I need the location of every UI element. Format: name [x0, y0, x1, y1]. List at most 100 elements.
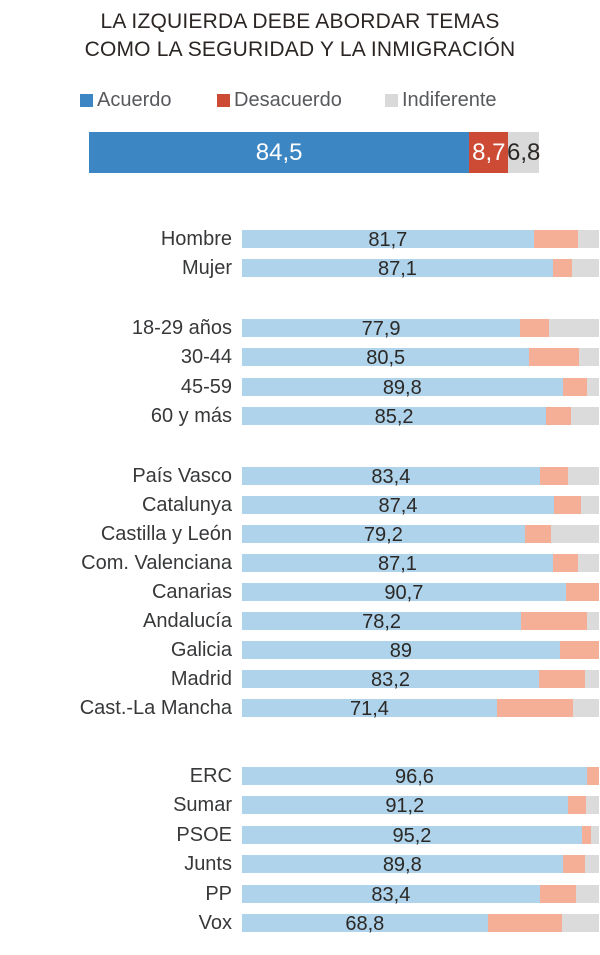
bar-value-label: 89,8 — [382, 854, 422, 876]
bar-segment-indiferente — [586, 796, 599, 814]
bar-segment-acuerdo — [242, 319, 521, 337]
bar-segment-indiferente — [570, 407, 599, 425]
legend-label-indiferente: Indiferente — [402, 88, 497, 111]
bar-track: 78,2 — [242, 612, 599, 633]
bar-segment-desacuerdo — [586, 767, 599, 785]
bar-track: 87,1 — [242, 553, 599, 575]
bar-segment-acuerdo — [242, 583, 566, 601]
bar-value-label: 83,4 — [371, 884, 411, 906]
bar-segment-desacuerdo — [520, 319, 549, 337]
bar-track: 81,7 — [242, 229, 599, 251]
total-segment-indiferente: 6,8 — [507, 132, 540, 173]
bar-track: 80,5 — [242, 347, 599, 369]
bar-segment-indiferente — [586, 612, 599, 630]
row-label: 30-44 — [180, 346, 232, 368]
chart-title-line1: LA IZQUIERDA DEBE ABORDAR TEMAS — [100, 10, 500, 33]
bar-value-label: 91,2 — [385, 795, 425, 817]
bar-segment-desacuerdo — [567, 796, 587, 814]
row-label: País Vasco — [132, 465, 232, 487]
bar-track: 83,4 — [242, 884, 599, 906]
legend-label-acuerdo: Acuerdo — [97, 88, 172, 111]
bar-track: 83,4 — [242, 467, 599, 488]
bar-track: 89,8 — [242, 377, 599, 399]
bar-segment-acuerdo — [242, 612, 522, 630]
bar-segment-acuerdo — [242, 348, 530, 366]
bar-segment-acuerdo — [242, 378, 563, 396]
row-label: Junts — [184, 853, 232, 875]
bar-segment-acuerdo — [242, 796, 568, 814]
bar-segment-acuerdo — [242, 259, 553, 277]
bar-segment-desacuerdo — [562, 378, 587, 396]
bar-value-label: 87,1 — [378, 553, 417, 575]
bar-segment-acuerdo — [242, 885, 540, 903]
bar-track: 95,2 — [242, 826, 599, 847]
total-segment-desacuerdo: 8,7 — [469, 132, 509, 173]
bar-segment-indiferente — [585, 670, 599, 688]
bar-segment-indiferente — [576, 885, 599, 903]
bar-segment-acuerdo — [242, 826, 582, 844]
bar-value-label: 81,7 — [368, 229, 408, 251]
bar-segment-indiferente — [572, 259, 599, 277]
row-label: Catalunya — [141, 494, 232, 516]
bar-segment-indiferente — [578, 348, 599, 366]
bar-segment-desacuerdo — [529, 348, 579, 366]
row-label: Vox — [198, 912, 232, 934]
bar-segment-desacuerdo — [533, 230, 578, 248]
bar-segment-acuerdo — [242, 525, 525, 543]
bar-segment-indiferente — [578, 554, 599, 572]
legend-item-desacuerdo: Desacuerdo — [217, 88, 342, 112]
bar-segment-acuerdo — [242, 855, 563, 873]
bar-value-label: 89 — [389, 640, 412, 662]
row-label: PSOE — [176, 824, 232, 846]
bar-segment-indiferente — [580, 496, 599, 514]
bar-value-label: 68,8 — [345, 913, 385, 935]
bar-value-label: 96,6 — [394, 766, 434, 788]
bar-segment-indiferente — [577, 230, 599, 248]
row-label: Sumar — [173, 794, 232, 816]
legend: Acuerdo Desacuerdo Indiferente — [0, 88, 600, 112]
bar-track: 83,2 — [242, 669, 599, 691]
bar-segment-acuerdo — [242, 699, 497, 717]
bar-segment-desacuerdo — [487, 914, 562, 932]
bar-segment-indiferente — [584, 855, 599, 873]
row-label: 60 y más — [150, 405, 232, 427]
bar-segment-indiferente — [567, 467, 599, 485]
bar-segment-desacuerdo — [546, 407, 571, 425]
bar-track: 87,1 — [242, 259, 599, 280]
bar-segment-acuerdo — [242, 914, 488, 932]
bar-value-label: 89,8 — [382, 377, 422, 399]
row-label: Galicia — [170, 639, 232, 661]
bar-segment-desacuerdo — [496, 699, 573, 717]
bar-segment-indiferente — [549, 319, 599, 337]
bar-value-label: 85,2 — [374, 406, 414, 428]
bar-value-label: 80,5 — [366, 347, 406, 369]
bar-value-label: 83,2 — [371, 669, 410, 691]
bar-value-label: 87,4 — [378, 495, 418, 517]
total-segment-acuerdo: 84,5 — [89, 132, 470, 173]
bar-value-label: 79,2 — [363, 524, 403, 546]
bar-track: 71,4 — [242, 698, 599, 720]
bar-track: 85,2 — [242, 406, 599, 428]
bar-segment-acuerdo — [242, 230, 534, 248]
bar-segment-acuerdo — [242, 767, 587, 785]
bar-value-label: 90,7 — [384, 582, 424, 604]
legend-swatch-acuerdo-icon — [80, 93, 93, 107]
bar-segment-acuerdo — [242, 670, 540, 688]
bar-segment-acuerdo — [242, 496, 555, 514]
bar-segment-desacuerdo — [552, 554, 579, 572]
row-label: Castilla y León — [100, 523, 232, 545]
bar-track: 87,4 — [242, 495, 599, 517]
bar-segment-indiferente — [590, 826, 599, 844]
bar-segment-indiferente — [586, 378, 599, 396]
bar-track: 96,6 — [242, 766, 599, 788]
bar-segment-acuerdo — [242, 407, 547, 425]
chart-title: LA IZQUIERDA DEBE ABORDAR TEMAS COMO LA … — [0, 8, 600, 64]
bar-value-label: 77,9 — [361, 318, 401, 340]
bar-track: 90,7 — [242, 582, 599, 604]
bar-segment-desacuerdo — [539, 670, 586, 688]
bar-segment-acuerdo — [242, 554, 553, 572]
bar-segment-desacuerdo — [552, 259, 573, 277]
bar-value-label: 71,4 — [349, 698, 389, 720]
row-label: Hombre — [160, 228, 232, 250]
